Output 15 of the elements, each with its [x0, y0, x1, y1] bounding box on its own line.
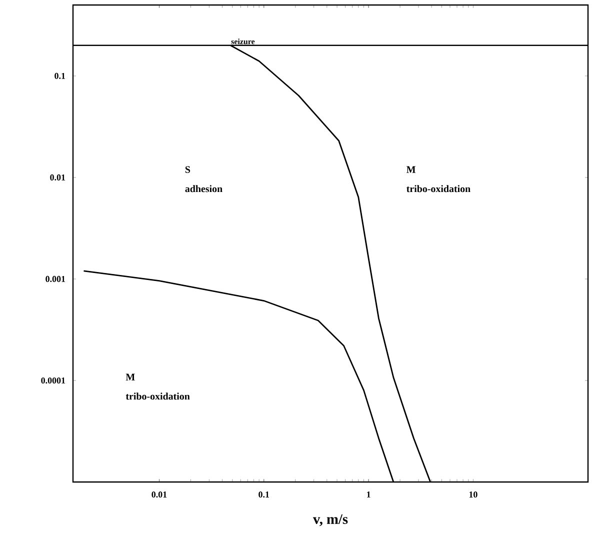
y-tick-label: 0.001 [46, 276, 66, 282]
annotation: S [185, 166, 190, 173]
annotation: tribo-oxidation [126, 392, 190, 400]
annotation: M [406, 166, 416, 173]
x-axis-title: v, m/s [312, 514, 348, 526]
annotation: M [126, 374, 135, 380]
x-tick-label: 10 [469, 492, 478, 498]
x-tick-label: 0.1 [258, 492, 270, 498]
annotation: adhesion [185, 185, 222, 192]
x-tick-label: 1 [367, 492, 370, 498]
y-tick-label: 0.01 [50, 174, 66, 181]
y-tick-label: 0.0001 [41, 377, 66, 384]
y-tick-label: 0.1 [54, 72, 66, 79]
annotation: tribo-oxidation [406, 185, 470, 192]
x-tick-label: 0.01 [152, 492, 167, 498]
